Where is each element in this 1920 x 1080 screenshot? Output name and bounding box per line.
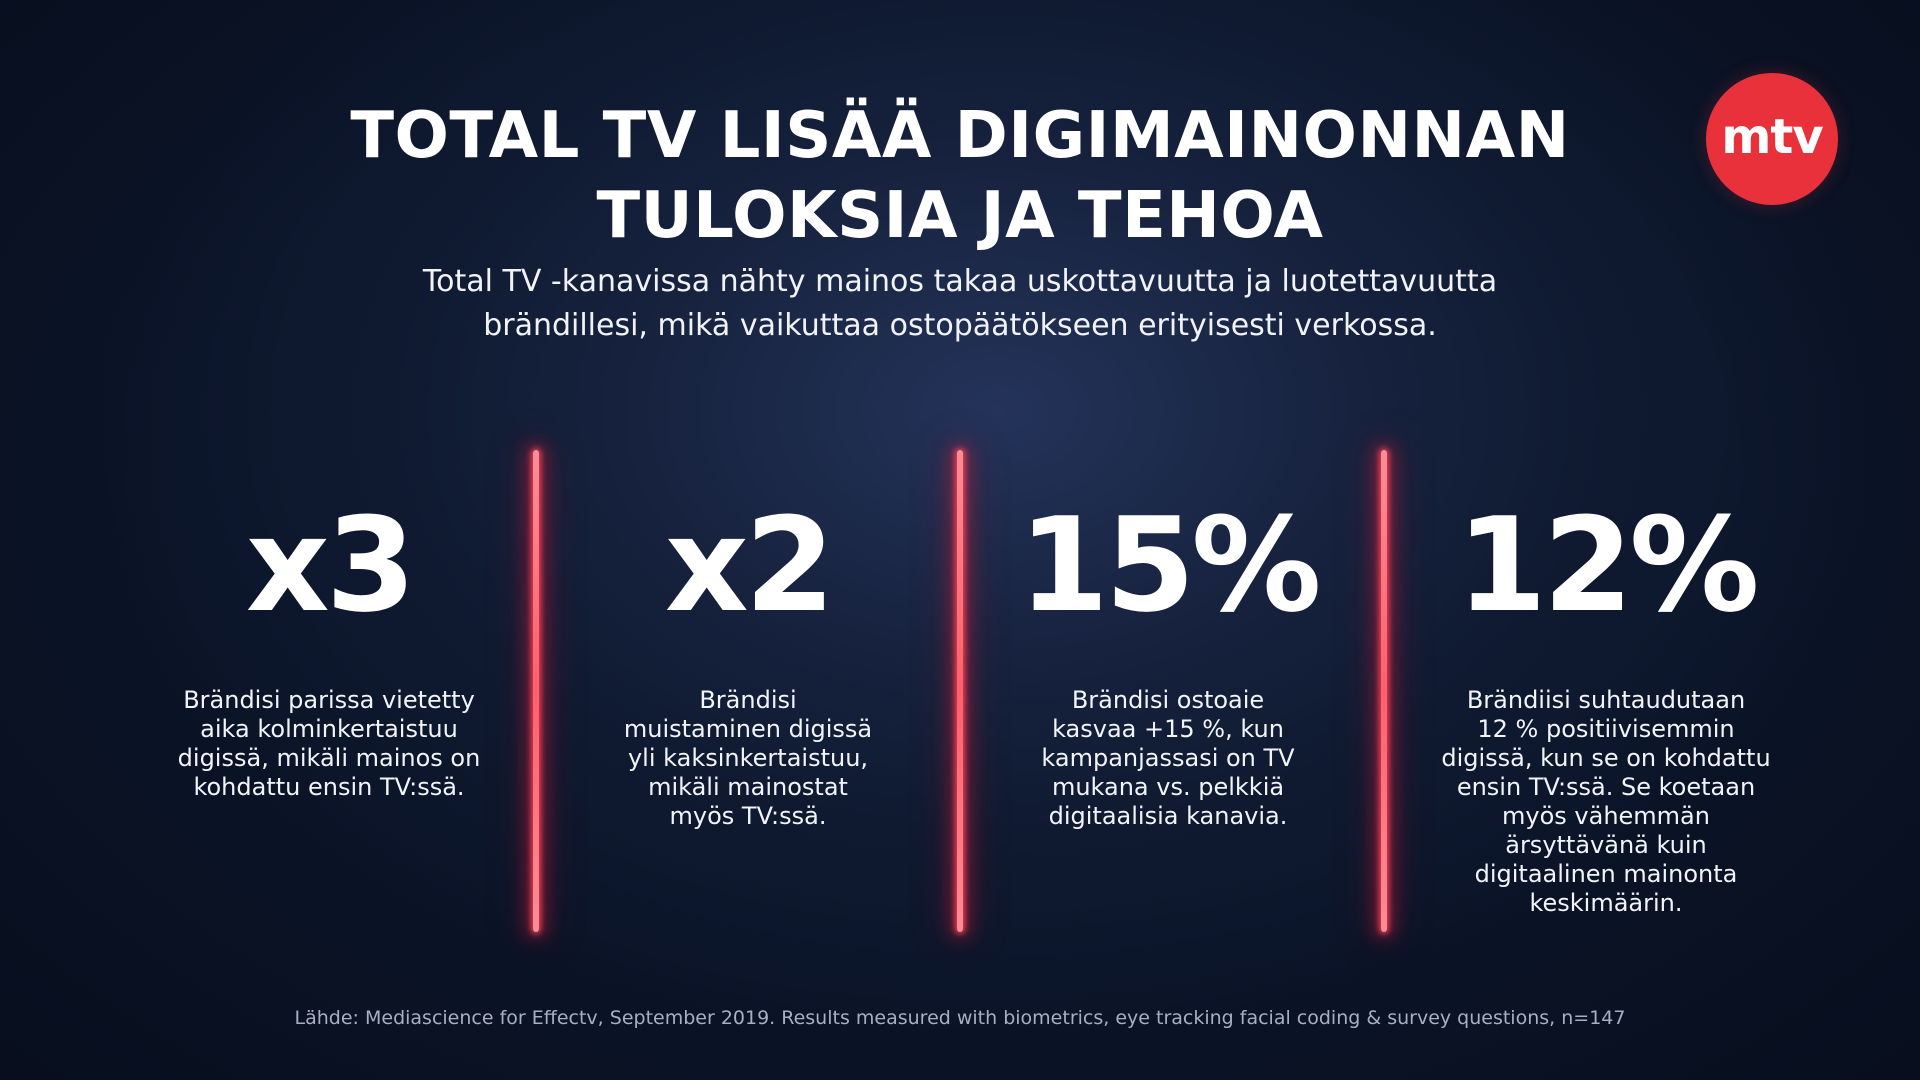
stat-value: x2 xyxy=(664,489,835,641)
mtv-logo: mtv xyxy=(1706,73,1838,205)
stat-description-line: Brändiisi suhtaudutaan xyxy=(1466,686,1746,714)
title-line-2: TULOKSIA JA TEHOA xyxy=(596,179,1324,253)
stat-description-line: myös vähemmän xyxy=(1502,802,1710,830)
subtitle-line-1: Total TV -kanavissa nähty mainos takaa u… xyxy=(422,264,1498,299)
stat-description-line: kasvaa +15 %, kun xyxy=(1052,715,1284,743)
stat-block-recall: x2 Brändisi muistaminen digissä yli kaks… xyxy=(538,490,958,831)
stat-value: x3 xyxy=(245,489,416,641)
stat-description-line: myös TV:ssä. xyxy=(669,802,827,830)
stat-description-line: Brändisi ostoaie xyxy=(1071,686,1265,714)
subtitle: Total TV -kanavissa nähty mainos takaa u… xyxy=(0,260,1920,348)
glow-divider-1 xyxy=(533,450,539,932)
title-line-1: TOTAL TV LISÄÄ DIGIMAINONNAN xyxy=(350,99,1570,173)
stat-description: Brändisi muistaminen digissä yli kaksink… xyxy=(538,686,958,831)
stat-description-line: aika kolminkertaistuu xyxy=(200,715,458,743)
stat-description-line: ensin TV:ssä. Se koetaan xyxy=(1456,773,1756,801)
stat-description-line: ärsyttävänä kuin xyxy=(1505,831,1707,859)
logo-text: mtv xyxy=(1721,109,1823,165)
stat-description-line: keskimäärin. xyxy=(1529,889,1683,917)
source-footnote: Lähde: Mediascience for Effectv, Septemb… xyxy=(294,1007,1626,1029)
glow-divider-3 xyxy=(1381,450,1387,932)
stat-value: 15% xyxy=(1018,489,1321,641)
stat-description-line: 12 % positiivisemmin xyxy=(1477,715,1735,743)
stat-description-line: Brändisi parissa vietetty xyxy=(183,686,475,714)
stat-description-line: mikäli mainostat xyxy=(648,773,848,801)
stat-description-line: Brändisi xyxy=(699,686,797,714)
stat-description-line: kohdattu ensin TV:ssä. xyxy=(193,773,465,801)
stat-block-time: x3 Brändisi parissa vietetty aika kolmin… xyxy=(119,490,539,802)
stat-description: Brändisi parissa vietetty aika kolminker… xyxy=(119,686,539,802)
glow-divider-2 xyxy=(957,450,963,932)
stat-description-line: kampanjassasi on TV xyxy=(1041,744,1295,772)
stat-description-line: digissä, kun se on kohdattu xyxy=(1441,744,1771,772)
stat-value: 12% xyxy=(1456,489,1759,641)
stat-description-line: digissä, mikäli mainos on xyxy=(177,744,481,772)
stat-description-line: yli kaksinkertaistuu, xyxy=(627,744,869,772)
stat-block-attitude: 12% Brändiisi suhtaudutaan 12 % positiiv… xyxy=(1396,490,1816,918)
stat-description: Brändiisi suhtaudutaan 12 % positiivisem… xyxy=(1396,686,1816,918)
stat-description-line: digitaalisia kanavia. xyxy=(1048,802,1288,830)
stat-description-line: digitaalinen mainonta xyxy=(1474,860,1738,888)
stat-description-line: muistaminen digissä xyxy=(623,715,873,743)
subtitle-line-2: brändillesi, mikä vaikuttaa ostopäätökse… xyxy=(483,308,1437,343)
page-title: TOTAL TV LISÄÄ DIGIMAINONNAN TULOKSIA JA… xyxy=(0,96,1920,256)
stat-description-line: mukana vs. pelkkiä xyxy=(1051,773,1285,801)
stat-block-purchase-intent: 15% Brändisi ostoaie kasvaa +15 %, kun k… xyxy=(958,490,1378,831)
stat-description: Brändisi ostoaie kasvaa +15 %, kun kampa… xyxy=(958,686,1378,831)
